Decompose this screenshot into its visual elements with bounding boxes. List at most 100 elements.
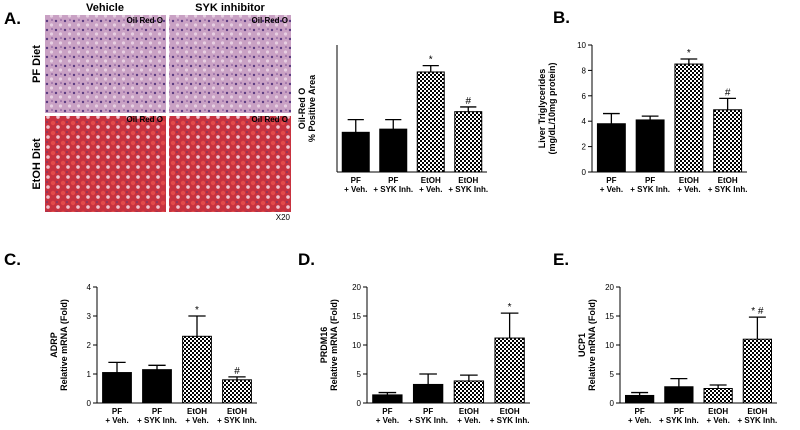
x-tick-label: PF	[635, 407, 645, 416]
x-tick-label: EtOH	[187, 407, 207, 416]
y-axis-label: Relative mRNA (Fold)	[329, 299, 339, 391]
micrographs: A. Vehicle SYK inhibitor PF Diet EtOH Di…	[4, 2, 291, 222]
y-tick-label: 10	[605, 341, 614, 350]
bar	[713, 109, 743, 173]
y-tick-label: 5	[357, 370, 362, 379]
significance-mark: *	[687, 48, 691, 59]
x-tick-label: + SYK Inh.	[137, 416, 177, 425]
x-tick-label: + Veh.	[628, 416, 651, 425]
y-tick-label: 10	[352, 341, 361, 350]
x-tick-label: EtOH	[679, 176, 699, 185]
bar	[664, 386, 694, 404]
y-axis-label: (mg/dL/10mg protein)	[547, 62, 557, 154]
y-axis-label: Oil-Red O	[297, 88, 307, 130]
x-tick-label: EtOH	[421, 176, 441, 185]
x-tick-label: + Veh.	[457, 416, 480, 425]
significance-mark: *	[195, 305, 199, 316]
bar	[372, 394, 403, 404]
micrograph	[45, 15, 166, 113]
y-axis-label: % Positive Area	[307, 74, 317, 142]
x-tick-label: + SYK Inh.	[408, 416, 448, 425]
y-tick-label: 20	[605, 283, 614, 292]
significance-mark: *	[429, 55, 433, 66]
y-tick-label: 10	[577, 41, 586, 50]
y-axis-label: PRDM16	[319, 327, 329, 364]
stain-label: Oil Red O	[252, 115, 288, 124]
x-tick-label: EtOH	[747, 407, 767, 416]
y-tick-label: 4	[582, 117, 587, 126]
bar	[182, 335, 212, 404]
x-tick-label: EtOH	[708, 407, 728, 416]
y-tick-label: 0	[610, 399, 615, 408]
x-tick-label: + Veh.	[376, 416, 399, 425]
magnification: X20	[276, 213, 291, 222]
x-tick-label: + Veh.	[600, 185, 623, 194]
bar	[454, 111, 483, 173]
y-tick-label: 0	[87, 399, 92, 408]
panel-label: D.	[298, 250, 315, 269]
x-tick-label: EtOH	[459, 407, 479, 416]
x-tick-label: PF	[645, 176, 655, 185]
micrograph	[169, 116, 291, 212]
y-tick-label: 20	[352, 283, 361, 292]
stain-label: Oil Red O	[252, 16, 288, 25]
x-tick-label: EtOH	[458, 176, 478, 185]
row-label: PF Diet	[31, 45, 43, 83]
x-tick-label: + SYK Inh.	[373, 185, 413, 194]
y-tick-label: 2	[582, 143, 587, 152]
bar	[742, 338, 773, 404]
x-tick-label: + Veh.	[419, 185, 442, 194]
row-label: EtOH Diet	[31, 138, 43, 190]
bar	[703, 388, 733, 404]
stain-label: Oil Red O	[127, 16, 163, 25]
panel-label: A.	[4, 9, 21, 28]
significance-mark: #	[234, 366, 240, 377]
x-tick-label: PF	[388, 176, 398, 185]
x-tick-label: PF	[674, 407, 684, 416]
x-tick-label: PF	[382, 407, 392, 416]
x-tick-label: + SYK Inh.	[217, 416, 257, 425]
y-tick-label: 3	[87, 312, 92, 321]
bar	[416, 71, 445, 173]
x-tick-label: + SYK Inh.	[737, 416, 777, 425]
x-tick-label: + SYK Inh.	[490, 416, 530, 425]
x-tick-label: EtOH	[718, 176, 738, 185]
panel-label: E.	[553, 250, 569, 269]
x-tick-label: + SYK Inh.	[630, 185, 670, 194]
x-tick-label: + SYK Inh.	[448, 185, 488, 194]
y-tick-label: 6	[582, 92, 587, 101]
significance-mark: #	[725, 87, 731, 98]
y-tick-label: 5	[610, 370, 615, 379]
bar	[379, 128, 408, 173]
x-tick-label: + Veh.	[677, 185, 700, 194]
bar	[674, 63, 704, 173]
y-tick-label: 15	[605, 312, 614, 321]
column-label: Vehicle	[86, 2, 124, 14]
x-tick-label: + Veh.	[105, 416, 128, 425]
y-tick-label: 1	[87, 370, 92, 379]
micrograph	[45, 116, 166, 212]
y-axis-label: ADRP	[49, 332, 59, 358]
y-tick-label: 0	[582, 168, 587, 177]
x-tick-label: + SYK Inh.	[708, 185, 748, 194]
bar	[494, 337, 525, 404]
bar	[412, 383, 444, 404]
y-tick-label: 0	[357, 399, 362, 408]
x-tick-label: EtOH	[500, 407, 520, 416]
significance-mark: #	[465, 96, 471, 107]
bar	[453, 380, 485, 404]
y-tick-label: 4	[87, 283, 92, 292]
x-tick-label: PF	[351, 176, 361, 185]
bar	[222, 379, 252, 404]
y-axis-label: Relative mRNA (Fold)	[59, 299, 69, 391]
micrograph	[169, 15, 291, 113]
x-tick-label: + Veh.	[706, 416, 729, 425]
bar	[341, 131, 370, 173]
stain-label: Oil Red O	[127, 115, 163, 124]
bar	[102, 372, 132, 404]
x-tick-label: + Veh.	[344, 185, 367, 194]
significance-mark: *	[508, 302, 512, 313]
x-tick-label: PF	[423, 407, 433, 416]
significance-mark: * #	[751, 306, 764, 317]
